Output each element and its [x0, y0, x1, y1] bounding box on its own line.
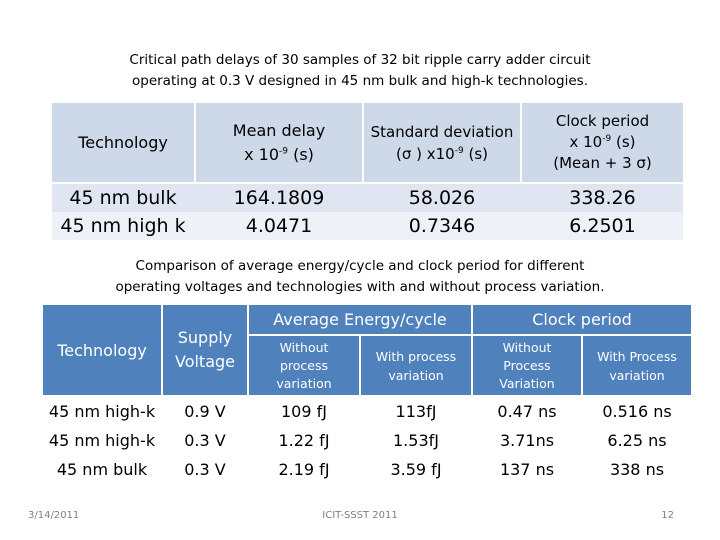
t1-header-std-dev: Standard deviation (σ ) x10-9 (s)	[364, 103, 520, 182]
table-cell: 1.53fJ	[393, 431, 439, 450]
table1-caption-line1: Critical path delays of 30 samples of 32…	[129, 52, 591, 68]
t1-col-std: 58.026 0.7346	[364, 184, 520, 240]
table-cell: 109 fJ	[281, 402, 327, 421]
table-cell: 0.3 V	[184, 431, 226, 450]
t1-header-technology: Technology	[52, 103, 194, 182]
t2-header-clock-group: Clock period	[473, 305, 691, 334]
table-cell: 0.7346	[408, 215, 476, 237]
t2-subheader-energy-with: With process variation	[361, 336, 471, 395]
table-cell: 3.59 fJ	[390, 460, 442, 479]
table-cell: 45 nm high-k	[48, 431, 156, 450]
table-cell: 4.0471	[245, 215, 313, 237]
table-cell: 164.1809	[233, 187, 325, 209]
table-cell: 6.25 ns	[607, 431, 667, 450]
t1-col-clock: 338.26 6.2501	[522, 184, 683, 240]
table-cell: 45 nm high-k	[48, 402, 156, 421]
table-cell: 45 nm bulk	[56, 460, 148, 479]
table2-caption: Comparison of average energy/cycle and c…	[40, 256, 680, 298]
table-cell: 58.026	[408, 187, 476, 209]
t1-header-mean-delay: Mean delay x 10-9 (s)	[196, 103, 362, 182]
table2-caption-line1: Comparison of average energy/cycle and c…	[135, 258, 585, 274]
table-cell: 45 nm high k	[60, 215, 186, 237]
table1-caption-line2: operating at 0.3 V designed in 45 nm bul…	[131, 73, 589, 89]
table-cell: 2.19 fJ	[278, 460, 330, 479]
table1-caption: Critical path delays of 30 samples of 32…	[60, 50, 660, 92]
table-cell: 0.3 V	[184, 460, 226, 479]
t2-subheader-clock-without: Without Process Variation	[473, 336, 581, 395]
energy-clock-table: Technology Supply Voltage Average Energy…	[43, 305, 691, 485]
t2-header-technology: Technology	[43, 305, 161, 395]
t2-subheader-energy-without: Without process variation	[249, 336, 359, 395]
table-cell: 3.71ns	[499, 431, 555, 450]
table-cell: 0.516 ns	[602, 402, 672, 421]
t1-row-band-1	[52, 184, 683, 212]
t1-col-technology: 45 nm bulk 45 nm high k	[52, 184, 194, 240]
table-cell: 338.26	[569, 187, 636, 209]
table-cell: 45 nm bulk	[69, 187, 177, 209]
table-cell: 113fJ	[395, 402, 437, 421]
table-cell: 1.22 fJ	[278, 431, 330, 450]
t1-row-band-2	[52, 212, 683, 240]
t2-body: 45 nm high-k 0.9 V 109 fJ 113fJ 0.47 ns …	[43, 397, 691, 485]
footer-date: 3/14/2011	[28, 510, 80, 521]
t1-header-clock-period: Clock period x 10-9 (s) (Mean + 3 σ)	[522, 103, 683, 182]
t1-col-mean: 164.1809 4.0471	[196, 184, 362, 240]
delay-table: Technology Mean delay x 10-9 (s) Standar…	[52, 103, 683, 240]
table-cell: 137 ns	[499, 460, 555, 479]
footer-center: ICIT-SSST 2011	[322, 510, 398, 521]
table-cell: 0.47 ns	[497, 402, 557, 421]
t2-subheader-clock-with: With Process variation	[583, 336, 691, 395]
table-cell: 338 ns	[609, 460, 665, 479]
footer-page-number: 12	[661, 510, 674, 521]
t2-header-energy-group: Average Energy/cycle	[249, 305, 471, 334]
table-cell: 6.2501	[569, 215, 636, 237]
table-cell: 0.9 V	[184, 402, 226, 421]
table2-caption-line2: operating voltages and technologies with…	[115, 279, 605, 295]
t2-header-supply-voltage: Supply Voltage	[163, 305, 247, 395]
